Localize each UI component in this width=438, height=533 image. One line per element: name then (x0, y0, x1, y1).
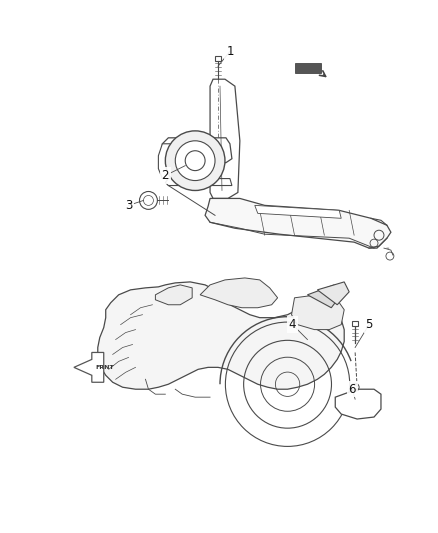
Polygon shape (335, 389, 381, 419)
Text: 5: 5 (365, 318, 373, 331)
Polygon shape (318, 282, 349, 305)
Text: 1: 1 (226, 45, 234, 58)
Polygon shape (307, 285, 341, 308)
Polygon shape (294, 63, 321, 73)
Text: 3: 3 (125, 199, 132, 212)
FancyBboxPatch shape (352, 321, 358, 326)
Text: 2: 2 (162, 169, 169, 182)
Polygon shape (74, 352, 104, 382)
Polygon shape (98, 282, 344, 389)
Circle shape (165, 131, 225, 190)
FancyBboxPatch shape (215, 56, 221, 61)
Polygon shape (162, 138, 232, 163)
Text: FRNT: FRNT (96, 365, 114, 370)
Polygon shape (159, 144, 180, 179)
Text: 6: 6 (348, 383, 356, 395)
Polygon shape (155, 285, 192, 305)
Polygon shape (205, 198, 391, 248)
Circle shape (175, 141, 215, 181)
Text: 4: 4 (289, 318, 296, 331)
Polygon shape (292, 295, 344, 329)
Polygon shape (200, 278, 278, 308)
Polygon shape (165, 179, 232, 185)
Polygon shape (210, 79, 240, 198)
Polygon shape (255, 205, 341, 219)
Circle shape (140, 191, 157, 209)
